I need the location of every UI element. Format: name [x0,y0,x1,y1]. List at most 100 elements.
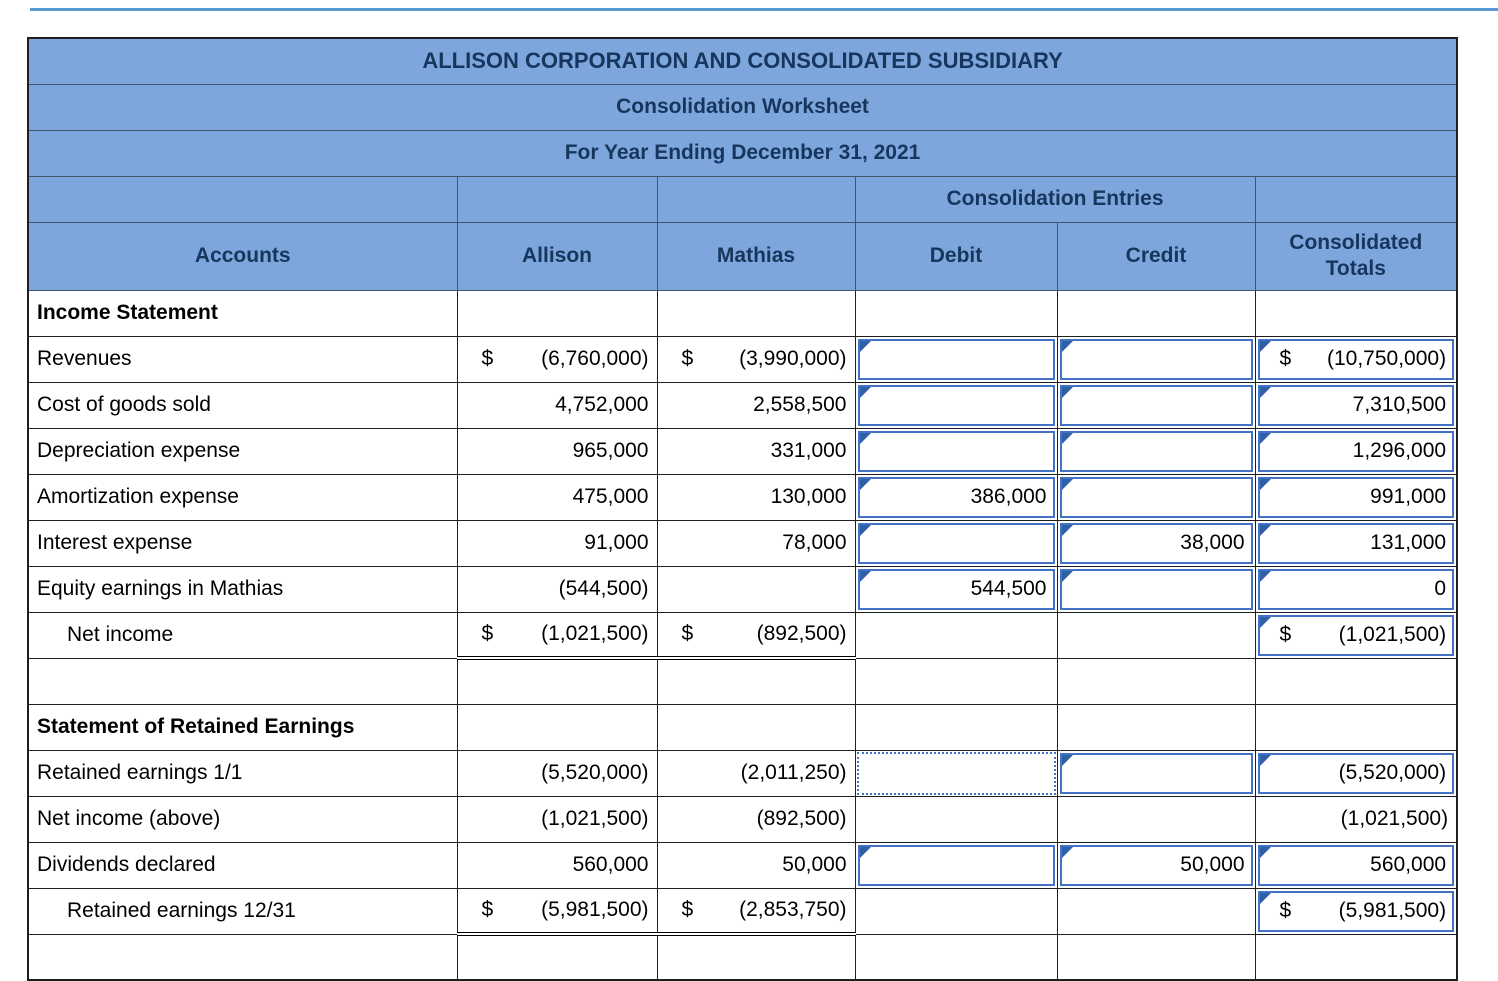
account-row: Revenues $ (6,760,000) $ (3,990,000) $ (10,750… [27,335,1458,383]
cell-value: (5,981,500) [541,898,649,922]
totals-cell: 131,000 [1254,519,1458,567]
page-top-rule [30,8,1498,11]
answer-marker-icon [1259,340,1271,352]
cell-value: (5,520,000) [541,761,649,784]
allison-cell [456,703,658,751]
answer-cell[interactable]: 7,310,500 [1257,384,1455,426]
answer-marker-icon [859,478,871,490]
answer-cell[interactable] [857,338,1055,380]
totals-cell: (1,021,500) [1254,795,1458,843]
account-row: Dividends declared 560,000 50,000 50,000 560… [27,841,1458,889]
mathias-cell: 331,000 [656,427,856,475]
answer-cell[interactable]: 544,500 [857,568,1055,610]
answer-cell[interactable] [857,384,1055,426]
answer-marker-icon [859,846,871,858]
mathias-cell [656,657,856,705]
account-label [27,657,458,705]
cell-value: (3,990,000) [739,347,847,370]
column-header-accounts: Accounts [27,221,458,291]
answer-cell[interactable]: 1,296,000 [1257,430,1455,472]
credit-cell [1056,749,1256,797]
answer-cell[interactable]: 50,000 [1059,844,1253,886]
mathias-cell: $ (892,500) [656,611,856,660]
answer-cell[interactable]: $ (1,021,500) [1257,614,1455,656]
cell-value: 91,000 [584,531,649,554]
answer-cell[interactable] [1059,384,1253,426]
column-header-row: Accounts Allison Mathias Debit Credit Co… [27,221,1458,291]
header-spacer-cell [27,175,458,223]
credit-cell: 38,000 [1056,519,1256,567]
credit-cell [1056,289,1256,337]
answer-cell[interactable]: 991,000 [1257,476,1455,518]
answer-marker-icon [859,524,871,536]
cell-value: (2,011,250) [740,761,847,784]
cell-value: 386,000 [970,485,1047,508]
answer-cell[interactable]: $ (5,981,500) [1257,890,1455,932]
mathias-cell [656,565,856,613]
answer-cell[interactable]: 386,000 [857,476,1055,518]
credit-cell [1056,381,1256,429]
answer-cell[interactable] [1059,568,1253,610]
credit-cell [1056,887,1256,935]
answer-marker-icon [1259,846,1271,858]
debit-cell [854,887,1058,935]
header-spacer-cell [456,175,658,223]
answer-marker-icon [1061,846,1073,858]
totals-cell: 7,310,500 [1254,381,1458,429]
answer-cell[interactable] [857,844,1055,886]
answer-cell[interactable]: 0 [1257,568,1455,610]
cell-value: (2,853,750) [739,898,847,922]
section-label: Statement of Retained Earnings [27,703,458,751]
answer-marker-icon [859,340,871,352]
account-label: Interest expense [27,519,458,567]
answer-cell[interactable] [857,522,1055,564]
debit-cell [854,703,1058,751]
debit-cell [854,335,1058,383]
answer-cell[interactable] [1059,752,1253,794]
answer-cell[interactable]: 131,000 [1257,522,1455,564]
account-row: Equity earnings in Mathias (544,500) 544,5… [27,565,1458,613]
selected-answer-cell[interactable] [856,751,1056,795]
credit-cell [1056,335,1256,383]
debit-cell [854,749,1058,797]
debit-cell [854,427,1058,475]
debit-cell [854,611,1058,659]
cell-value: 78,000 [782,531,847,554]
answer-cell[interactable] [1059,476,1253,518]
column-header-consolidated-totals: Consolidated Totals [1254,221,1458,291]
answer-cell[interactable] [1059,338,1253,380]
cell-value: (1,021,500) [541,807,649,830]
column-header-credit: Credit [1056,221,1256,291]
totals-cell: $ (5,981,500) [1254,887,1458,935]
totals-cell: (5,520,000) [1254,749,1458,797]
mathias-cell: (2,011,250) [656,749,856,797]
cell-value: (5,520,000) [1338,761,1447,784]
totals-cell [1254,289,1458,337]
mathias-cell: $ (3,990,000) [656,335,856,383]
answer-cell[interactable]: $ (10,750,000) [1257,338,1455,380]
answer-marker-icon [1061,570,1073,582]
answer-cell[interactable] [1059,430,1253,472]
mathias-cell: 78,000 [656,519,856,567]
cell-value: (1,021,500) [1338,623,1447,646]
account-label [27,933,458,981]
cell-value: (10,750,000) [1326,347,1447,370]
answer-cell[interactable]: 38,000 [1059,522,1253,564]
account-label: Dividends declared [27,841,458,889]
answer-cell[interactable]: (5,520,000) [1257,752,1455,794]
answer-marker-icon [1259,892,1271,904]
totals-cell: 1,296,000 [1254,427,1458,475]
header-spacer-cell [1254,175,1458,223]
allison-cell: 475,000 [456,473,658,521]
answer-cell[interactable]: 560,000 [1257,844,1455,886]
totals-cell: $ (1,021,500) [1254,611,1458,659]
cell-value: (6,760,000) [541,347,649,370]
cell-value: (892,500) [756,622,847,646]
cell-value: 0 [1434,577,1447,600]
cell-value: 544,500 [970,577,1047,600]
cell-value: 560,000 [572,853,649,876]
debit-cell: 386,000 [854,473,1058,521]
debit-cell [854,795,1058,843]
answer-cell[interactable] [857,430,1055,472]
worksheet-period: For Year Ending December 31, 2021 [27,129,1458,177]
